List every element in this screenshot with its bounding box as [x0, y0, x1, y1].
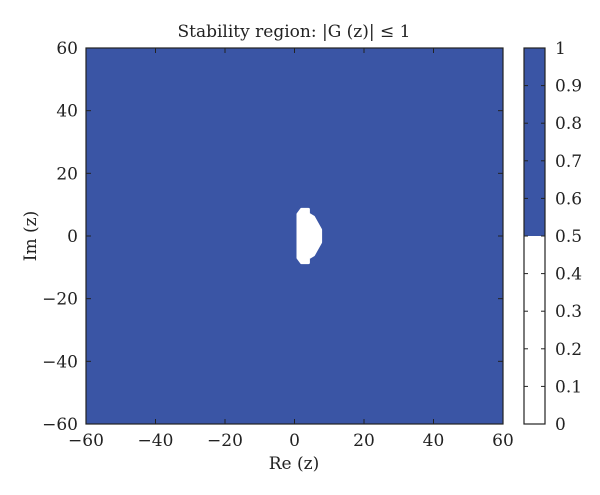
colorbar-tick-label: 0.8 [555, 114, 582, 134]
y-tick-label: −60 [42, 415, 78, 435]
y-tick-label: 40 [56, 102, 78, 122]
stable-region-fill [86, 48, 503, 424]
x-axis-ticks: −60 −40 −20 0 20 40 60 [68, 48, 514, 451]
x-tick-label: −40 [138, 431, 174, 451]
colorbar-tick-label: 0.1 [555, 377, 582, 397]
y-tick-label: 20 [56, 164, 78, 184]
y-axis-label: Im (z) [21, 211, 41, 261]
colorbar-lower-band [524, 236, 545, 424]
chart-title: Stability region: |G (z)| ≤ 1 [178, 22, 411, 42]
colorbar-tick-label: 0.7 [555, 152, 582, 172]
x-tick-label: 60 [492, 431, 514, 451]
x-tick-label: 20 [353, 431, 375, 451]
x-axis-label: Re (z) [269, 454, 320, 474]
colorbar-tick-label: 0.2 [555, 340, 582, 360]
colorbar-tick-label: 0.3 [555, 302, 582, 322]
x-tick-label: −60 [68, 431, 104, 451]
colorbar-tick-label: 0.6 [555, 189, 582, 209]
unstable-region [296, 207, 323, 265]
y-tick-label: 60 [56, 39, 78, 59]
colorbar-tick-label: 0.9 [555, 77, 582, 97]
y-tick-label: 0 [67, 227, 78, 247]
y-axis-ticks: 60 40 20 0 −20 −40 −60 [42, 39, 503, 435]
colorbar-ticks: 0 0.1 0.2 0.3 0.4 0.5 0.6 0.7 0.8 0.9 1 [524, 39, 582, 435]
colorbar-upper-band [524, 48, 545, 236]
colorbar-tick-label: 0 [555, 415, 566, 435]
colorbar-tick-label: 0.5 [555, 227, 582, 247]
x-tick-label: −20 [207, 431, 243, 451]
x-tick-label: 40 [423, 431, 445, 451]
y-tick-label: −40 [42, 352, 78, 372]
y-tick-label: −20 [42, 290, 78, 310]
x-tick-label: 0 [289, 431, 300, 451]
colorbar-tick-label: 1 [555, 39, 566, 59]
colorbar-tick-label: 0.4 [555, 265, 582, 285]
